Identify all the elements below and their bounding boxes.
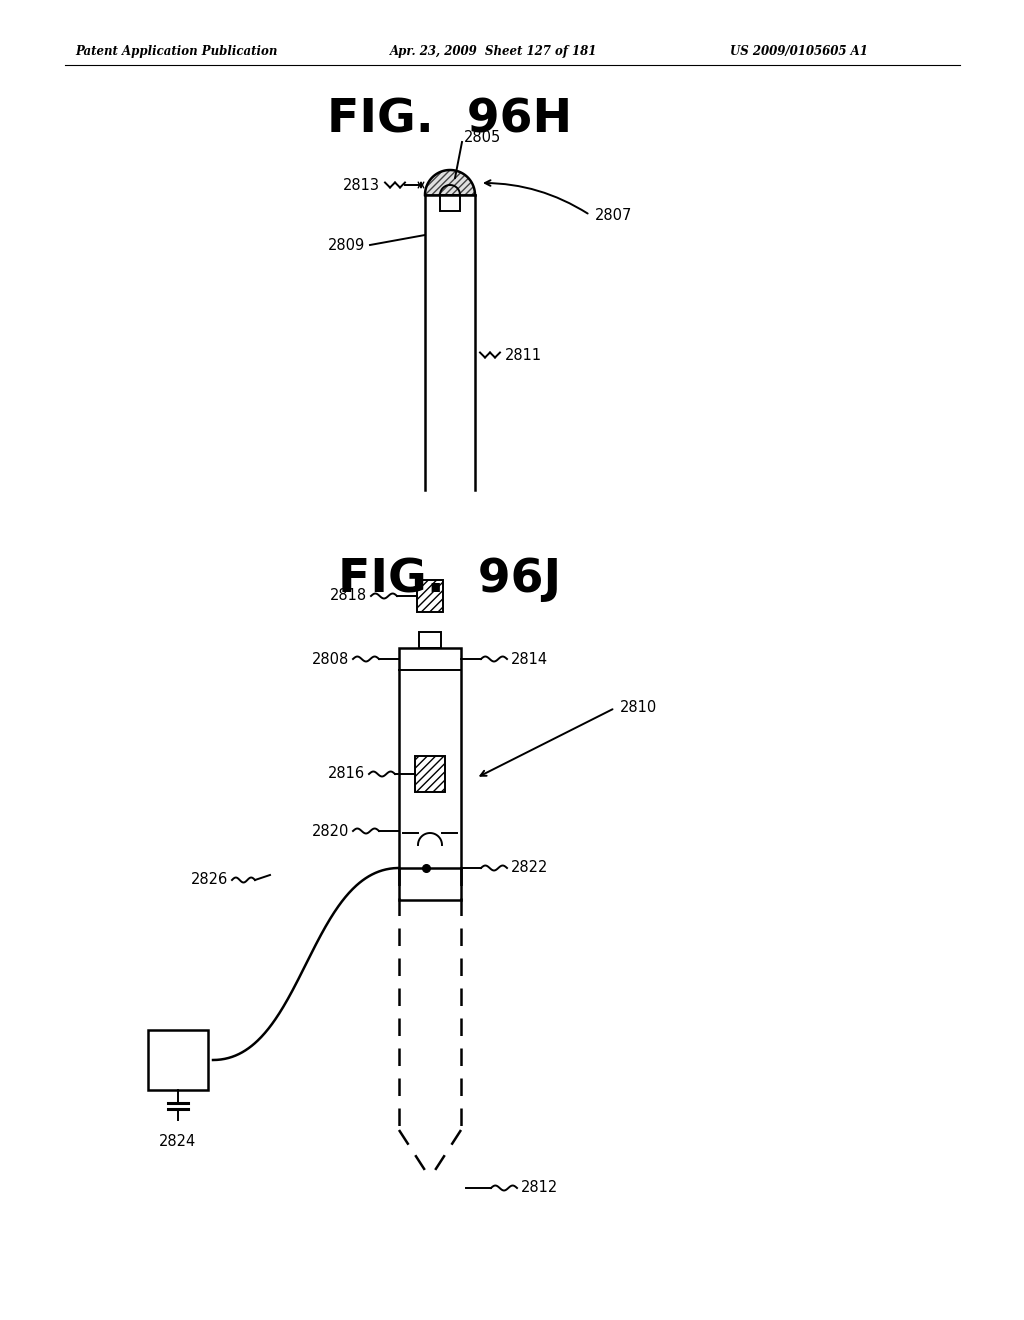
- Text: FIG.  96H: FIG. 96H: [328, 98, 572, 143]
- Text: 2814: 2814: [511, 652, 548, 667]
- Text: 2813: 2813: [343, 177, 380, 193]
- Bar: [417, 579, 443, 612]
- Text: US 2009/0105605 A1: US 2009/0105605 A1: [730, 45, 868, 58]
- Text: 2808: 2808: [311, 652, 349, 667]
- Bar: [419, 632, 441, 648]
- Text: 2805: 2805: [464, 131, 502, 145]
- Bar: [415, 756, 445, 792]
- Bar: [440, 195, 460, 211]
- Text: Apr. 23, 2009  Sheet 127 of 181: Apr. 23, 2009 Sheet 127 of 181: [390, 45, 597, 58]
- Text: 2810: 2810: [620, 701, 657, 715]
- Text: 2826: 2826: [190, 873, 228, 887]
- Text: FIG.  96J: FIG. 96J: [339, 557, 561, 602]
- Polygon shape: [425, 170, 475, 195]
- Bar: [148, 1030, 208, 1090]
- Text: 2822: 2822: [511, 861, 549, 875]
- Text: 2824: 2824: [160, 1134, 197, 1150]
- Text: 2811: 2811: [505, 347, 542, 363]
- Text: 2809: 2809: [328, 238, 365, 252]
- Text: 2812: 2812: [521, 1180, 558, 1196]
- Text: 2818: 2818: [330, 589, 367, 603]
- Text: 2820: 2820: [311, 824, 349, 838]
- Text: Patent Application Publication: Patent Application Publication: [75, 45, 278, 58]
- Text: 2816: 2816: [328, 767, 365, 781]
- Bar: [399, 648, 461, 900]
- Text: 2807: 2807: [595, 207, 633, 223]
